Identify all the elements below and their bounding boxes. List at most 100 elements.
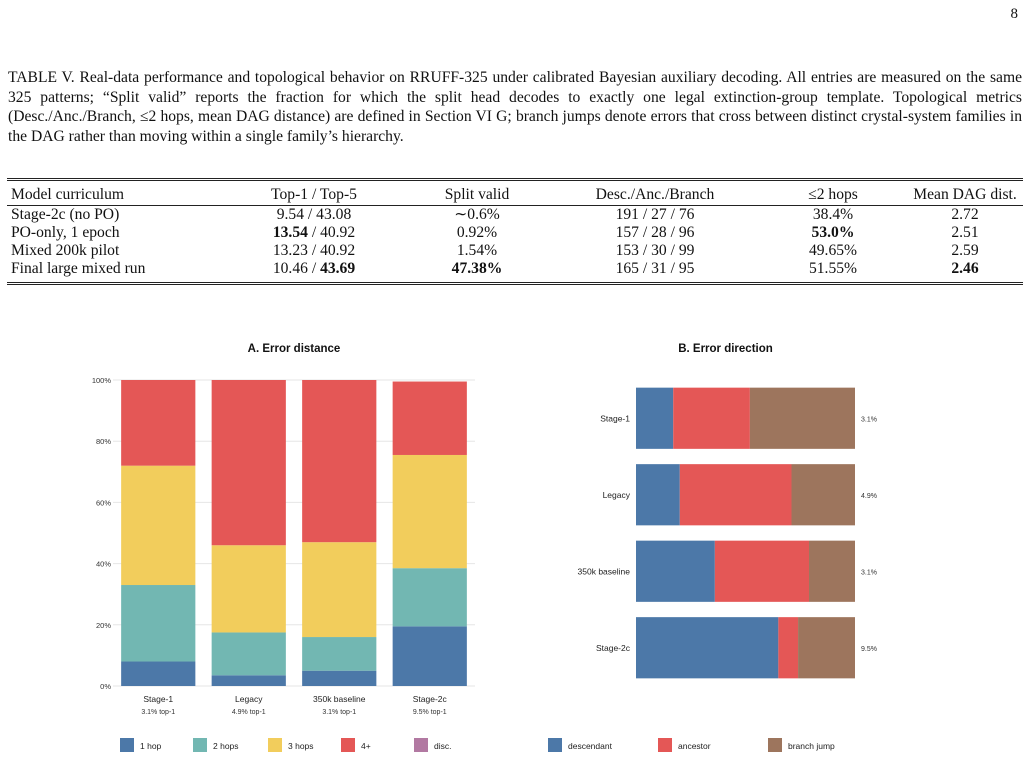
legend-a-swatch (341, 738, 355, 752)
legend-a-label: 1 hop (140, 741, 162, 751)
chart-a-category-label: 350k baseline (313, 694, 366, 704)
cell-mean-dag-dist: 2.46 (907, 260, 1023, 285)
chart-a-category-sublabel: 3.1% top-1 (141, 709, 175, 716)
chart-b-bar-segment (679, 464, 792, 526)
cell-model: Mixed 200k pilot (11, 242, 120, 259)
header-desc-anc-branch: Desc./Anc./Branch (551, 178, 759, 206)
results-table: Model curriculum Top-1 / Top-5 Split val… (7, 178, 1023, 285)
legend-a-swatch (120, 738, 134, 752)
chart-a-bar-segment (121, 585, 196, 662)
table-header-row: Model curriculum Top-1 / Top-5 Split val… (7, 178, 1023, 206)
legend-b-label: ancestor (678, 741, 711, 751)
chart-b-category-label: Legacy (603, 490, 631, 500)
chart-b-right-label: 3.1% (861, 569, 877, 576)
header-model: Model curriculum (7, 178, 225, 206)
cell-top1-top5: 13.54 / 40.92 (272, 224, 356, 241)
chart-a-category-label: Stage-2c (413, 694, 448, 704)
legend-b-swatch (548, 738, 562, 752)
cell-top1-top5: 10.46 / 43.69 (225, 260, 403, 285)
chart-a-ytick: 40% (96, 560, 111, 569)
cell-mean-dag-dist: 2.59 (951, 242, 979, 259)
chart-b-bar-segment (673, 387, 750, 449)
cell-2-hops: 53.0% (811, 224, 855, 241)
caption-text: Real-data performance and topological be… (8, 69, 1022, 145)
chart-a-bar-segment (392, 568, 467, 627)
cell-split-valid: ∼0.6% (454, 206, 500, 223)
table-row: Final large mixed run 10.46 / 43.69 47.38%… (7, 260, 1023, 285)
error-figure: A. Error distance 0% 20% 40% 60% 80% 100% Stage… (92, 343, 877, 752)
legend-b-swatch (658, 738, 672, 752)
chart-a-bar-segment (121, 380, 196, 466)
cell-model: Stage-2c (no PO) (11, 206, 120, 223)
chart-b-category-label: 350k baseline (578, 566, 631, 576)
chart-a-bar-segment (121, 661, 196, 686)
cell-model: Final large mixed run (7, 260, 225, 285)
chart-b-right-label: 4.9% (861, 493, 877, 500)
chart-a-ytick: 0% (100, 682, 111, 691)
cell-mean-dag-dist: 2.51 (951, 224, 979, 241)
header-2-hops: ≤2 hops (759, 178, 907, 206)
chart-a-category-label: Legacy (235, 694, 263, 704)
page-number: 8 (1010, 6, 1019, 22)
chart-b-bar-segment (636, 617, 779, 679)
chart-b-right-label: 9.5% (861, 646, 877, 653)
legend-a-swatch (414, 738, 428, 752)
legend-a-swatch (268, 738, 282, 752)
chart-b-bar-segment (636, 387, 674, 449)
legend-a-swatch (193, 738, 207, 752)
chart-a-category-label: Stage-1 (143, 694, 173, 704)
table-caption: TABLE V. Real-data performance and topol… (8, 68, 1022, 146)
chart-b-bar-segment (749, 387, 855, 449)
chart-a-bar-segment (121, 465, 196, 586)
chart-a-category-sublabel: 3.1% top-1 (322, 709, 356, 716)
chart-a-bar-segment (302, 670, 377, 686)
cell-split-valid: 0.92% (456, 224, 498, 241)
legend-b-label: branch jump (788, 741, 835, 751)
cell-2-hops: 38.4% (812, 206, 854, 223)
chart-a-bar-segment (302, 542, 377, 638)
chart-b-right-label: 3.1% (861, 416, 877, 423)
chart-b-bar-segment (636, 540, 715, 602)
chart-b-bar-segment (714, 540, 810, 602)
cell-desc-anc-branch: 165 / 31 / 95 (551, 260, 759, 285)
cell-2-hops: 49.65% (808, 242, 858, 259)
legend-a-label: 2 hops (213, 741, 239, 751)
chart-a-ytick: 60% (96, 498, 111, 507)
chart-a-category-sublabel: 4.9% top-1 (232, 709, 266, 716)
chart-a-bar-segment (211, 632, 286, 676)
chart-a-bar-segment (392, 454, 467, 569)
chart-a-ytick: 20% (96, 621, 111, 630)
chart-a-bar-segment (211, 675, 286, 686)
legend-b-swatch (768, 738, 782, 752)
chart-a-bar-segment (302, 637, 377, 671)
cell-split-valid: 1.54% (456, 242, 498, 259)
header-split-valid: Split valid (403, 178, 551, 206)
chart-b-title: B. Error direction (678, 343, 773, 355)
chart-a-ytick: 100% (92, 376, 112, 385)
caption-label: TABLE V. (8, 69, 75, 86)
cell-desc-anc-branch: 191 / 27 / 76 (615, 206, 695, 223)
chart-a-bar-segment (302, 380, 377, 543)
cell-model: PO-only, 1 epoch (11, 224, 120, 241)
cell-mean-dag-dist: 2.72 (951, 206, 979, 223)
legend-a-label: disc. (434, 741, 451, 751)
legend-a-label: 4+ (361, 741, 371, 751)
chart-a-bar-segment (211, 545, 286, 633)
chart-a-category-sublabel: 9.5% top-1 (413, 709, 447, 716)
chart-b-bar-segment (778, 617, 799, 679)
legend-b-label: descendant (568, 741, 613, 751)
cell-top1-top5: 13.23 / 40.92 (272, 242, 356, 259)
cell-2-hops: 51.55% (759, 260, 907, 285)
chart-a-ytick: 80% (96, 437, 111, 446)
table-row: Mixed 200k pilot 13.23 / 40.92 1.54% 153 / … (7, 242, 1023, 260)
table-row: PO-only, 1 epoch 13.54 / 40.92 0.92% 157 / … (7, 224, 1023, 242)
chart-b-bar-segment (636, 464, 680, 526)
chart-b-category-label: Stage-1 (600, 413, 630, 423)
cell-split-valid: 47.38% (403, 260, 551, 285)
legend-a-label: 3 hops (288, 741, 314, 751)
chart-b-bar-segment (791, 464, 855, 526)
chart-a-bar-segment (211, 380, 286, 546)
cell-top1-top5: 9.54 / 43.08 (276, 206, 352, 223)
chart-a-bar-segment (392, 381, 467, 455)
table-row: Stage-2c (no PO) 9.54 / 43.08 ∼0.6% 191 / 2… (7, 206, 1023, 225)
